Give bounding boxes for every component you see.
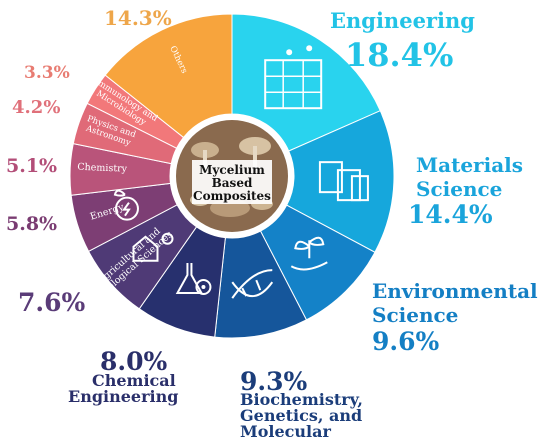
- plant-energy-icon: [113, 189, 139, 221]
- label-materials-science-2: Science: [416, 177, 502, 201]
- pct-biochemistry: 9.3%: [240, 367, 307, 396]
- barn-icon: [132, 232, 174, 262]
- pct-immunology: 3.3%: [24, 63, 70, 83]
- pct-materials-science: 14.4%: [408, 200, 493, 229]
- pct-agricultural: 7.6%: [18, 288, 85, 317]
- outer-labels-group: Engineering 18.4% Materials Science 14.4…: [6, 6, 538, 441]
- flask-gear-icon: [175, 263, 212, 296]
- slices-group: [69, 13, 395, 339]
- label-chemical-engineering-1: Chemical: [92, 371, 176, 390]
- label-environmental-science-2: Science: [372, 303, 458, 327]
- label-environmental-science-1: Environmental: [372, 279, 538, 303]
- center-label-line-3: Composites: [193, 189, 271, 203]
- pct-chemical-engineering: 8.0%: [100, 347, 167, 376]
- label-engineering: Engineering: [330, 8, 475, 33]
- plant-in-hand-icon: [290, 236, 328, 271]
- pct-physics: 4.2%: [12, 97, 60, 118]
- pct-engineering: 18.4%: [345, 36, 453, 74]
- center-label-line-1: Mycelium: [199, 163, 265, 177]
- material-swatches-icon: [318, 161, 369, 202]
- label-biochemistry-2: Genetics, and: [240, 406, 362, 425]
- label-biochemistry-3: Molecular: [240, 422, 331, 441]
- label-biochemistry-1: Biochemistry,: [240, 390, 363, 409]
- label-materials-science-1: Materials: [416, 153, 523, 177]
- construction-workers-icon: [264, 45, 323, 110]
- pct-others: 14.3%: [104, 6, 172, 30]
- pct-environmental-science: 9.6%: [372, 327, 439, 356]
- dna-icon: [231, 269, 274, 299]
- center-label-line-2: Based: [212, 176, 253, 190]
- center-label-box: [192, 160, 272, 204]
- pct-energy: 5.8%: [6, 213, 57, 235]
- inner-label-chemistry-1: Chemistry: [77, 162, 128, 175]
- pct-chemistry: 5.1%: [6, 155, 57, 177]
- icons-group: [113, 45, 369, 299]
- label-chemical-engineering-2: Engineering: [68, 387, 178, 406]
